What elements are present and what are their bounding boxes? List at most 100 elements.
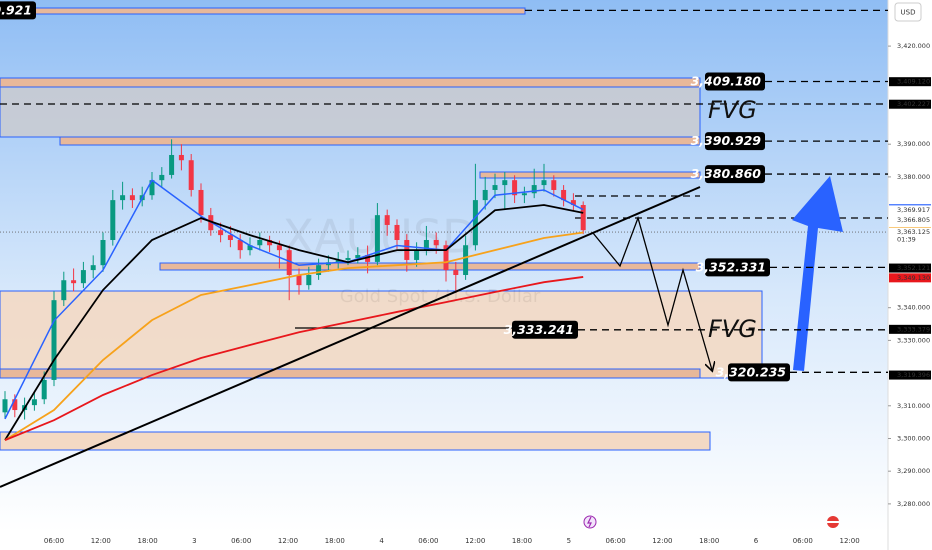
candle-body bbox=[316, 265, 322, 275]
y-tick-label: 3,380.000 bbox=[897, 173, 930, 181]
x-tick-label: 06:00 bbox=[44, 537, 64, 545]
level-label-box bbox=[512, 320, 578, 339]
candle-body bbox=[178, 154, 184, 161]
candle-body bbox=[80, 270, 86, 284]
candle-body bbox=[384, 215, 390, 225]
y-tick-label: 3,340.000 bbox=[897, 304, 930, 312]
x-tick-label: 12:00 bbox=[278, 537, 298, 545]
level-label: 3,320.235 bbox=[716, 364, 787, 379]
candle-body bbox=[414, 250, 420, 260]
fvg-label: FVG bbox=[708, 315, 757, 343]
zone bbox=[59, 136, 701, 146]
candle-body bbox=[570, 200, 576, 206]
candle-body bbox=[580, 205, 586, 231]
candle-body bbox=[110, 200, 116, 241]
x-tick-label: 3 bbox=[192, 537, 196, 545]
candle-body bbox=[61, 280, 67, 301]
candle-body bbox=[90, 265, 96, 271]
candle-body bbox=[12, 399, 18, 411]
candle-body bbox=[129, 195, 135, 201]
price-tag bbox=[889, 215, 931, 225]
candle-body bbox=[276, 245, 282, 251]
candle-body bbox=[374, 215, 380, 262]
event-icon[interactable] bbox=[583, 515, 597, 529]
candle-body bbox=[267, 240, 273, 246]
candle-body bbox=[541, 180, 547, 186]
moving-average bbox=[4, 276, 584, 441]
candle-body bbox=[306, 274, 312, 286]
level-label: 30.921 bbox=[0, 2, 32, 17]
fvg-label: FVG bbox=[708, 96, 757, 124]
price-tag bbox=[889, 273, 931, 283]
price-tag bbox=[889, 370, 931, 380]
zone bbox=[0, 290, 763, 379]
price-tag bbox=[889, 205, 931, 215]
flag-stripe bbox=[827, 521, 839, 523]
candle-body bbox=[257, 240, 263, 246]
level-label: 3,409.180 bbox=[691, 73, 762, 88]
level-label-box bbox=[705, 258, 770, 277]
zone bbox=[0, 77, 701, 88]
candle-body bbox=[227, 235, 233, 241]
price-tag-label: 3,366.805 bbox=[897, 216, 930, 224]
candle-body bbox=[551, 180, 557, 190]
zone bbox=[0, 431, 711, 451]
price-tag-label: 3,409.120 bbox=[897, 78, 930, 86]
candle-body bbox=[345, 257, 351, 260]
x-tick-label: 12:00 bbox=[652, 537, 672, 545]
marks bbox=[0, 139, 888, 441]
candle-body bbox=[531, 185, 537, 194]
zone bbox=[0, 7, 526, 15]
x-tick-label: 18:00 bbox=[512, 537, 532, 545]
x-tick-label: 12:00 bbox=[465, 537, 485, 545]
candle-body bbox=[394, 224, 400, 241]
time-axis bbox=[0, 532, 888, 550]
level-label-box bbox=[705, 165, 765, 184]
projection-path bbox=[592, 215, 712, 370]
currency-box[interactable] bbox=[894, 2, 922, 22]
level-label: 3,380.860 bbox=[691, 166, 762, 181]
watermark-name: Gold Spot / U.S. Dollar bbox=[340, 286, 541, 307]
price-tag-label: 3,369.917 bbox=[897, 206, 930, 214]
level-label-box bbox=[728, 363, 790, 382]
candle-body bbox=[355, 255, 361, 258]
x-tick-label: 06:00 bbox=[606, 537, 626, 545]
zone bbox=[479, 171, 701, 179]
candle-body bbox=[365, 255, 371, 262]
x-tick-label: 4 bbox=[379, 537, 384, 545]
zone bbox=[0, 368, 701, 379]
level-label-box bbox=[705, 72, 765, 91]
price-tag-timer: 01:39 bbox=[897, 236, 916, 244]
candle-body bbox=[482, 189, 488, 201]
candle-body bbox=[159, 174, 165, 181]
price-tag-label: 3,363.125 bbox=[897, 228, 930, 236]
zones bbox=[0, 7, 763, 451]
price-tag-label: 3,333.379 bbox=[897, 325, 930, 333]
x-tick-label: 06:00 bbox=[231, 537, 251, 545]
candle-body bbox=[335, 259, 341, 263]
level-label-box bbox=[0, 1, 36, 20]
price-tag-label: 3,349.130 bbox=[897, 274, 930, 282]
candle-body bbox=[120, 195, 126, 201]
candle-body bbox=[218, 230, 224, 236]
y-tick-label: 3,300.000 bbox=[897, 434, 930, 442]
candle-body bbox=[443, 245, 449, 271]
y-tick-label: 3,390.000 bbox=[897, 140, 930, 148]
x-tick-label: 5 bbox=[567, 537, 571, 545]
event-icon-bolt bbox=[587, 516, 592, 528]
candle-body bbox=[512, 180, 518, 196]
candle-body bbox=[237, 240, 243, 251]
x-tick-label: 18:00 bbox=[138, 537, 158, 545]
level-label: 3,352.331 bbox=[696, 259, 766, 274]
y-tick-label: 3,420.000 bbox=[897, 42, 930, 50]
level-label: 3,333.241 bbox=[504, 322, 574, 337]
x-tick-label: 6 bbox=[754, 537, 759, 545]
candle-body bbox=[521, 193, 527, 196]
candle-body bbox=[286, 250, 292, 275]
moving-average bbox=[4, 204, 584, 441]
candle-body bbox=[433, 240, 439, 246]
candle-body bbox=[2, 399, 8, 413]
y-tick-label: 3,290.000 bbox=[897, 467, 930, 475]
price-tag bbox=[889, 227, 931, 244]
